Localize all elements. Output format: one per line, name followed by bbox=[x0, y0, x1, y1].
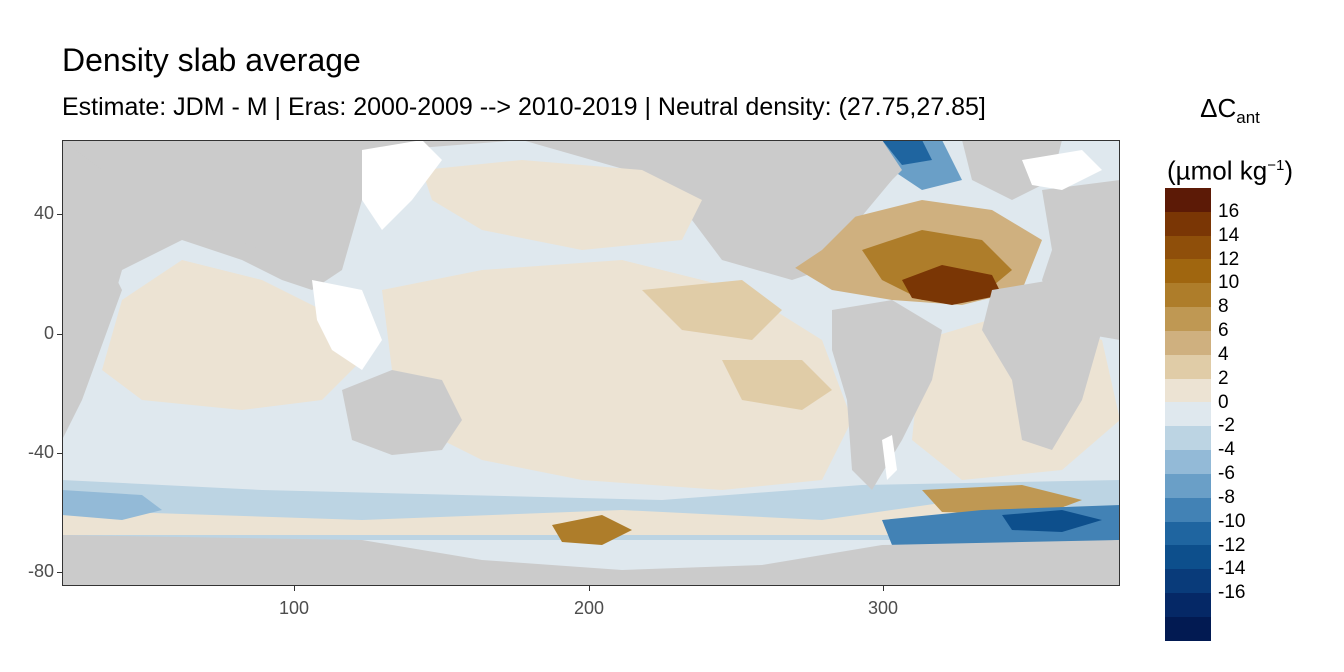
south-america-land bbox=[832, 300, 942, 490]
legend-label: -16 bbox=[1218, 582, 1246, 604]
legend-color-cell bbox=[1165, 616, 1211, 641]
missing-maritime-asia bbox=[312, 280, 382, 370]
africa-east-land bbox=[982, 280, 1102, 450]
legend-label: -10 bbox=[1218, 510, 1246, 532]
legend-color-cell bbox=[1165, 283, 1211, 308]
ytick-label: -80 bbox=[27, 561, 54, 581]
legend-color-cell bbox=[1165, 450, 1211, 474]
europe-land bbox=[1042, 180, 1120, 320]
north-america-land bbox=[682, 140, 902, 270]
north-pacific-beige bbox=[422, 160, 702, 250]
ytick-label: 0 bbox=[43, 323, 54, 343]
legend-unit-sup: −1 bbox=[1267, 157, 1285, 175]
atlantic-sector-dark bbox=[1002, 510, 1102, 532]
subpolar-atlantic-dark bbox=[882, 140, 932, 165]
legend-label: 10 bbox=[1218, 272, 1240, 294]
legend-label: -6 bbox=[1218, 463, 1235, 485]
xtick-mark bbox=[883, 586, 884, 591]
legend-color-cell bbox=[1165, 402, 1211, 427]
eurasia-land bbox=[122, 140, 382, 270]
legend-color-cell bbox=[1165, 211, 1211, 236]
legend-label: -2 bbox=[1218, 415, 1235, 437]
legend-label: 2 bbox=[1218, 367, 1229, 389]
legend-color-cell bbox=[1165, 235, 1211, 260]
xtick-mark bbox=[294, 586, 295, 591]
missing-hudson bbox=[1022, 150, 1102, 190]
missing-drake bbox=[882, 435, 897, 480]
indian-sector-blue bbox=[62, 490, 162, 520]
ytick-mark bbox=[57, 334, 62, 335]
legend-color-cell bbox=[1165, 426, 1211, 451]
legend-label: 4 bbox=[1218, 343, 1229, 365]
legend-title-main: ΔC bbox=[1200, 93, 1237, 123]
legend-label: 14 bbox=[1218, 224, 1240, 246]
ytick-mark bbox=[57, 453, 62, 454]
xtick-mark bbox=[589, 586, 590, 591]
legend-unit-suffix: ) bbox=[1284, 155, 1293, 186]
antarctica-land bbox=[62, 535, 1120, 586]
legend-color-cell bbox=[1165, 497, 1211, 522]
legend-color-cell bbox=[1165, 593, 1211, 617]
map-panel bbox=[62, 140, 1120, 586]
pacific-tan-patch bbox=[642, 280, 782, 340]
legend-color-cell bbox=[1165, 473, 1211, 498]
north-atlantic-core bbox=[902, 265, 1002, 305]
legend-color-cell bbox=[1165, 569, 1211, 594]
legend-color-cell bbox=[1165, 330, 1211, 355]
legend-title: ΔCant (µmol kg−1) bbox=[1150, 84, 1310, 195]
ytick-mark bbox=[57, 214, 62, 215]
legend-label: -8 bbox=[1218, 486, 1235, 508]
weddell-tan bbox=[922, 485, 1082, 515]
legend-color-cell bbox=[1165, 521, 1211, 546]
africa-land bbox=[62, 140, 122, 440]
legend-unit-prefix: (µmol kg bbox=[1167, 155, 1268, 186]
ytick-mark bbox=[57, 572, 62, 573]
legend-label: -4 bbox=[1218, 439, 1235, 461]
legend-label: 16 bbox=[1218, 200, 1240, 222]
legend-title-sub: ant bbox=[1236, 108, 1260, 128]
legend-label: 12 bbox=[1218, 248, 1240, 270]
ytick-label: 40 bbox=[33, 203, 54, 223]
ytick-label: -40 bbox=[27, 442, 54, 462]
legend-color-cell bbox=[1165, 545, 1211, 570]
legend-colorbar bbox=[1165, 188, 1211, 641]
chart-subtitle: Estimate: JDM - M | Eras: 2000-2009 --> … bbox=[62, 93, 986, 121]
indian-ocean-beige bbox=[102, 260, 362, 410]
legend-label: 6 bbox=[1218, 320, 1229, 342]
australia-land bbox=[342, 370, 462, 455]
south-pacific-tan bbox=[722, 360, 832, 410]
legend-color-cell bbox=[1165, 307, 1211, 331]
legend-label: -14 bbox=[1218, 558, 1246, 580]
legend-color-cell bbox=[1165, 354, 1211, 379]
legend-color-cell bbox=[1165, 188, 1211, 212]
legend-label: 8 bbox=[1218, 296, 1229, 318]
legend-color-cell bbox=[1165, 378, 1211, 403]
map-svg bbox=[62, 140, 1120, 586]
legend-label: -12 bbox=[1218, 534, 1246, 556]
legend-label: 0 bbox=[1218, 391, 1229, 413]
chart-title: Density slab average bbox=[62, 42, 361, 78]
xtick-label: 200 bbox=[573, 598, 605, 618]
legend-color-cell bbox=[1165, 259, 1211, 284]
ross-sea-brown bbox=[552, 515, 632, 545]
missing-arctic bbox=[362, 140, 442, 230]
xtick-label: 100 bbox=[278, 598, 310, 618]
xtick-label: 300 bbox=[867, 598, 899, 618]
